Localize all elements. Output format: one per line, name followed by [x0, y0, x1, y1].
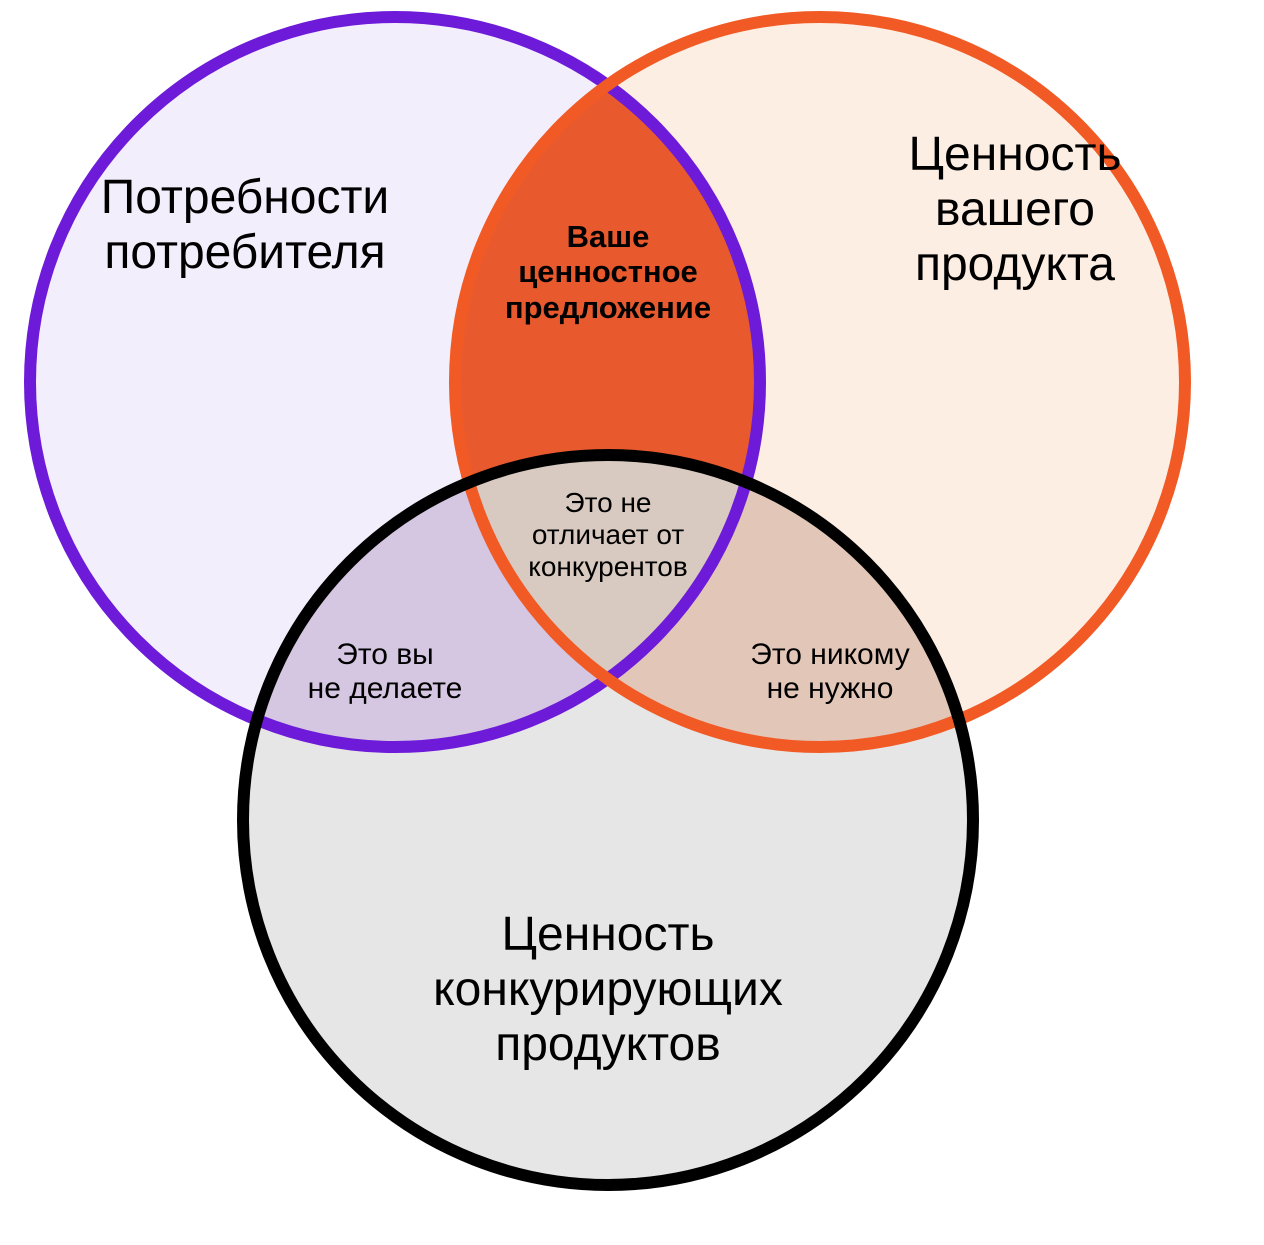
circle-c-label: Ценность конкурирующих продуктов [358, 907, 858, 1073]
intersection-ab-label: Ваше ценностное предложение [478, 219, 738, 326]
circle-b-label: Ценность вашего продукта [835, 127, 1195, 293]
intersection-bc-label: Это никому не нужно [720, 638, 940, 707]
intersection-abc-label: Это не отличает от конкурентов [498, 487, 718, 584]
intersection-ac-label: Это вы не делаете [275, 638, 495, 707]
circle-a-label: Потребности потребителя [65, 170, 425, 280]
